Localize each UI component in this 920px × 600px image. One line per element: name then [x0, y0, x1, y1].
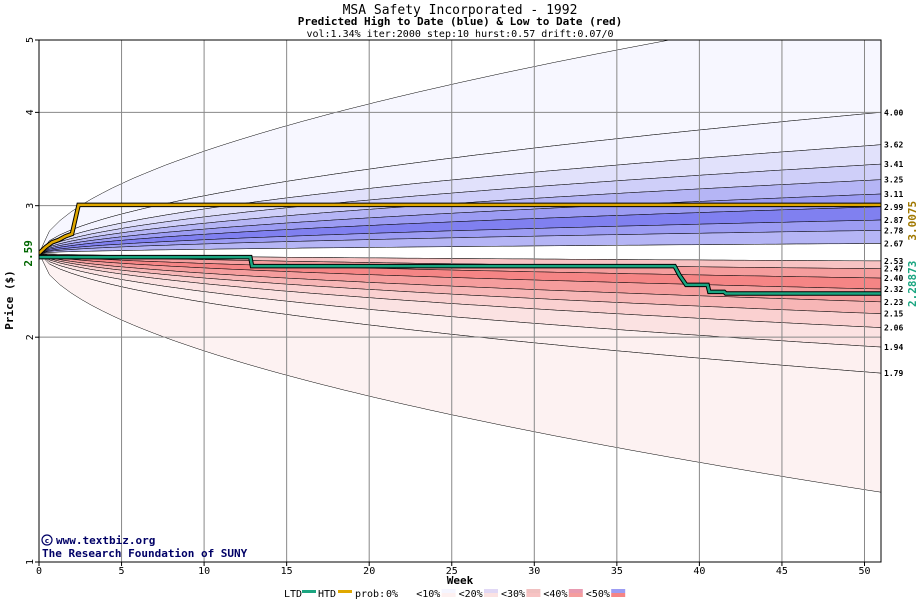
legend-bucket-label-4: <40%	[543, 589, 567, 600]
right-label-low-2: 2.40	[884, 274, 903, 283]
legend-bucket-swatch-bot-5	[611, 593, 626, 597]
legend-bucket-swatch-top-2	[484, 589, 498, 593]
legend-bucket-label-3: <30%	[501, 589, 525, 600]
right-label-high-8: 2.67	[884, 239, 903, 248]
right-label-low-8: 1.79	[884, 369, 903, 378]
legend-bucket-label-0: 0%	[386, 589, 398, 600]
y-tick-label-4: 4	[25, 109, 36, 115]
band-low-outer	[39, 253, 881, 493]
legend-bucket-label-5: <50%	[586, 589, 610, 600]
right-label-high-3: 3.25	[884, 176, 903, 185]
right-label-low-1: 2.47	[884, 265, 903, 274]
legend-prob-label: prob:	[355, 589, 385, 600]
x-tick-label-5: 5	[119, 566, 125, 577]
x-tick-label-25: 25	[446, 566, 458, 577]
legend-bucket-label-2: <20%	[459, 589, 483, 600]
right-label-high-2: 3.41	[884, 160, 903, 169]
x-tick-label-10: 10	[198, 566, 210, 577]
right-level-labels: 4.00 3.62 3.41 3.25 3.11 2.99 2.872.78 2.67 2.53…	[884, 108, 903, 378]
x-tick-label-35: 35	[611, 566, 623, 577]
copyright-icon	[41, 534, 53, 546]
y-tick-label-5: 5	[25, 37, 36, 43]
legend-bucket-swatch-bot-2	[484, 593, 498, 597]
credit-url: www.textbiz.org	[56, 534, 155, 547]
right-label-low-0: 2.53	[884, 257, 903, 266]
y-tick-label-1: 1	[25, 559, 36, 565]
right-label-high-0: 4.00	[884, 108, 903, 117]
legend: LTD HTD prob: 0% <10% <20% <30% <40% <50%	[284, 589, 626, 600]
credit: c www.textbiz.org The Research Foundatio…	[41, 534, 248, 560]
plot-frame	[38, 39, 882, 563]
right-label-low-5: 2.15	[884, 310, 903, 319]
legend-bucket-swatch-top-3	[526, 589, 541, 593]
right-label-high-4: 3.11	[884, 190, 903, 199]
y-tick-label-2: 2	[25, 334, 36, 340]
x-tick-label-40: 40	[693, 566, 705, 577]
x-tick-label-30: 30	[528, 566, 540, 577]
legend-htd-swatch	[338, 590, 352, 593]
copyright-icon-c: c	[45, 537, 49, 545]
x-tick-label-0: 0	[36, 566, 42, 577]
x-axis-label: Week	[447, 574, 474, 587]
legend-bucket-swatch-top-0	[399, 589, 414, 593]
right-label-low-3: 2.32	[884, 285, 903, 294]
grid-lines	[39, 40, 881, 562]
legend-bucket-swatch-bot-4	[568, 593, 583, 597]
legend-bucket-swatch-bot-0	[399, 593, 414, 597]
legend-bucket-swatch-top-4	[568, 589, 583, 593]
legend-bucket-swatch-bot-1	[441, 593, 456, 597]
legend-bucket-swatch-bot-3	[526, 593, 541, 597]
right-label-low-7: 1.94	[884, 343, 903, 352]
legend-ltd-label: LTD	[284, 589, 302, 600]
x-tick-label-50: 50	[858, 566, 870, 577]
actual-low-label: 2.28873	[906, 261, 919, 307]
actual-high-label: 3.0075	[906, 201, 919, 241]
legend-bucket-swatch-top-5	[611, 589, 626, 593]
y-axis-label: Price ($)	[3, 270, 16, 330]
right-label-high-1: 3.62	[884, 141, 903, 150]
legend-htd-label: HTD	[318, 589, 336, 600]
credit-org: The Research Foundation of SUNY	[42, 547, 248, 560]
ltd-line	[39, 255, 881, 295]
htd-line	[39, 203, 881, 255]
right-label-low-4: 2.23	[884, 298, 903, 307]
legend-ltd-swatch	[302, 590, 316, 593]
legend-bucket-swatch-top-1	[441, 589, 456, 593]
chart-subtitle: Predicted High to Date (blue) & Low to D…	[298, 15, 623, 28]
legend-bucket-label-1: <10%	[416, 589, 440, 600]
right-label-high-7: 2.78	[884, 226, 903, 235]
x-tick-label-20: 20	[363, 566, 375, 577]
y-tick-label-3: 3	[25, 203, 36, 209]
chart-title: MSA Safety Incorporated - 1992	[343, 3, 578, 18]
x-ticks: 0 5 10 15 20 25 30 35 40 45 50	[36, 562, 871, 577]
start-price-label: 2.59	[22, 240, 35, 266]
x-tick-label-45: 45	[776, 566, 788, 577]
chart-params: vol:1.34% iter:2000 step:10 hurst:0.57 d…	[306, 29, 613, 40]
x-tick-label-15: 15	[281, 566, 293, 577]
series-lines	[39, 202, 881, 296]
y-ticks: 1 2 3 4 5	[25, 37, 39, 565]
right-label-high-6: 2.87	[884, 216, 903, 225]
probability-bands	[39, 40, 881, 562]
right-label-high-5: 2.99	[884, 203, 903, 212]
right-label-low-6: 2.06	[884, 324, 903, 333]
